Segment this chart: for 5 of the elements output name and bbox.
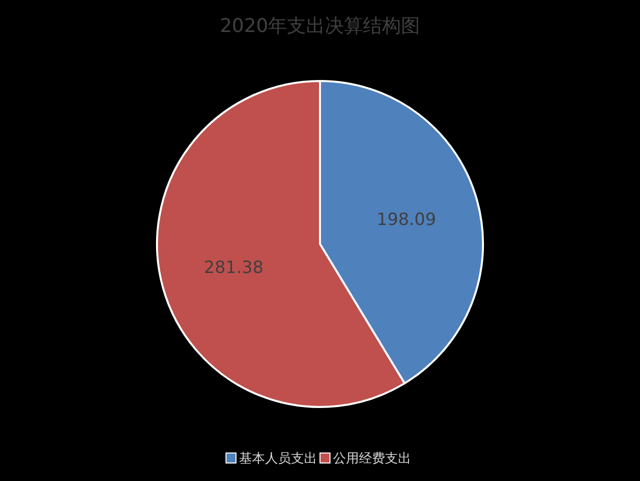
legend-label: 公用经费支出	[333, 452, 411, 466]
legend-label: 基本人员支出	[239, 452, 317, 466]
data-label: 198.09	[376, 210, 436, 230]
chart-title: 2020年支出决算结构图	[220, 15, 420, 37]
data-label: 281.38	[204, 258, 264, 278]
